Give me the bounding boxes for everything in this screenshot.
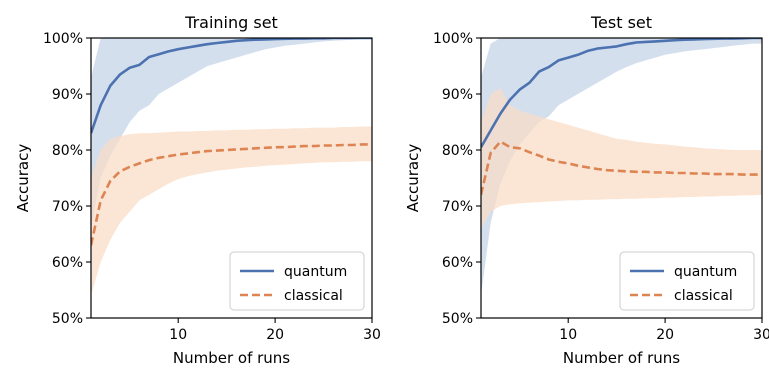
x-tick-label: 20	[266, 327, 284, 343]
chart-panel-1: 50% 60% 70% 80% 90% 100% 10 20 30 Training set Num…	[14, 13, 381, 367]
plot-frame	[90, 37, 373, 319]
band-classical	[91, 126, 372, 296]
series-line-classical	[481, 140, 762, 196]
x-axis-label: Number of runs	[563, 349, 680, 367]
legend-box	[229, 251, 365, 311]
band-quantum	[91, 38, 372, 229]
y-tick-label: 70%	[52, 199, 83, 215]
y-tick-label: 80%	[52, 143, 83, 159]
legend: quantum classical	[619, 251, 755, 311]
y-tick-label: 70%	[442, 199, 473, 215]
y-tick-label: 60%	[52, 255, 83, 271]
chart-title: Test set	[590, 13, 652, 32]
plot-area	[481, 38, 762, 296]
plot-frame	[480, 37, 763, 319]
legend-label-quantum: quantum	[284, 264, 347, 280]
legend-label-classical: classical	[284, 288, 343, 304]
y-tick-label: 60%	[442, 255, 473, 271]
chart-title: Training set	[184, 13, 278, 32]
legend-label-quantum: quantum	[674, 264, 737, 280]
x-tick-label: 30	[753, 327, 769, 343]
y-tick-label: 90%	[442, 87, 473, 103]
legend-label-classical: classical	[674, 288, 733, 304]
x-tick-label: 30	[363, 327, 381, 343]
x-axis-label: Number of runs	[173, 349, 290, 367]
legend: quantum classical	[229, 251, 365, 311]
y-tick-label: 50%	[52, 311, 83, 327]
y-axis-label: Accuracy	[404, 144, 422, 213]
chart-panel-2: 50% 60% 70% 80% 90% 100% 10 20 30 Test set Number …	[404, 13, 769, 367]
x-tick-label: 10	[169, 327, 187, 343]
y-tick-label: 50%	[442, 311, 473, 327]
band-quantum	[481, 38, 762, 296]
x-tick-label: 20	[656, 327, 674, 343]
y-axis-label: Accuracy	[14, 144, 32, 213]
series-line-quantum	[481, 38, 762, 148]
legend-box	[619, 251, 755, 311]
y-tick-label: 100%	[43, 31, 83, 47]
x-tick-label: 10	[559, 327, 577, 343]
y-tick-label: 90%	[52, 87, 83, 103]
band-classical	[481, 88, 762, 229]
y-tick-label: 80%	[442, 143, 473, 159]
series-line-classical	[91, 143, 372, 246]
y-tick-label: 100%	[433, 31, 473, 47]
